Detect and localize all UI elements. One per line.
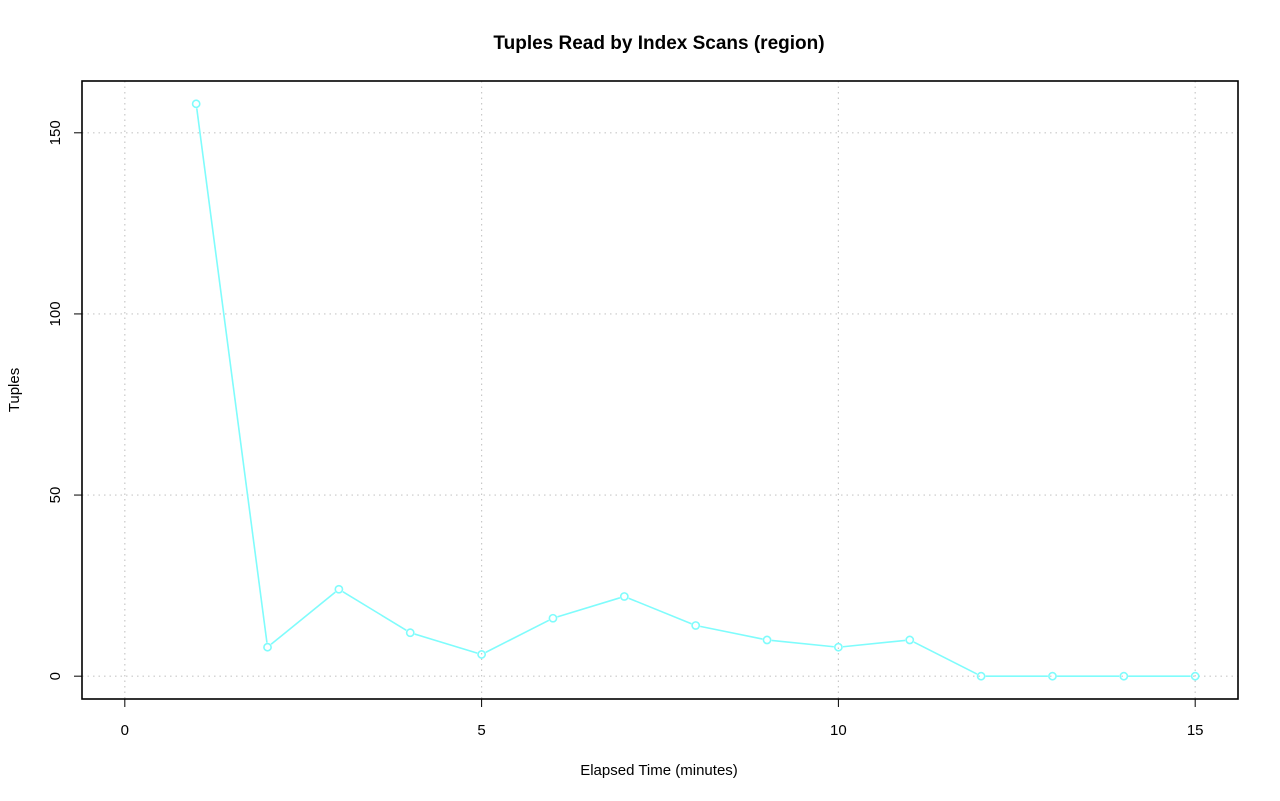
y-tick-label: 0 [47,672,64,680]
data-point [762,635,772,645]
data-point [1119,671,1129,681]
series-line-segment [270,591,336,645]
y-tick-label: 50 [47,487,64,504]
data-point [976,671,986,681]
series-line-segment [842,639,906,648]
series-line-segment [913,641,978,675]
data-series [191,99,1200,681]
y-axis-label: Tuples [6,368,23,412]
series-line-segment [485,619,550,654]
series-line-segment [342,590,407,631]
data-point [477,650,487,659]
data-point [191,99,201,109]
plot-frame [81,80,1239,700]
series-line-segment [195,108,268,643]
x-tick-label: 0 [121,722,129,739]
data-point [263,642,272,652]
series-line-segment [557,597,621,618]
series-line-segment [628,597,692,625]
data-point [405,628,415,638]
series-line-segment [771,639,834,648]
grid-lines [82,81,1238,699]
x-axis-label: Elapsed Time (minutes) [580,762,738,779]
series-line-segment [700,625,763,640]
y-tick-label: 150 [47,120,64,145]
data-point [334,584,344,594]
series-line-segment [414,633,478,654]
y-tick-label: 100 [47,301,64,326]
data-point [905,635,915,645]
data-point [1048,671,1057,681]
x-tick-label: 10 [830,722,847,739]
data-point [1190,671,1200,681]
data-point [691,621,701,630]
chart-title: Tuples Read by Index Scans (region) [493,33,824,54]
x-tick-label: 5 [477,722,485,739]
x-tick-label: 15 [1187,722,1204,739]
data-point [619,592,629,601]
data-point [548,613,558,623]
data-point [833,642,843,652]
